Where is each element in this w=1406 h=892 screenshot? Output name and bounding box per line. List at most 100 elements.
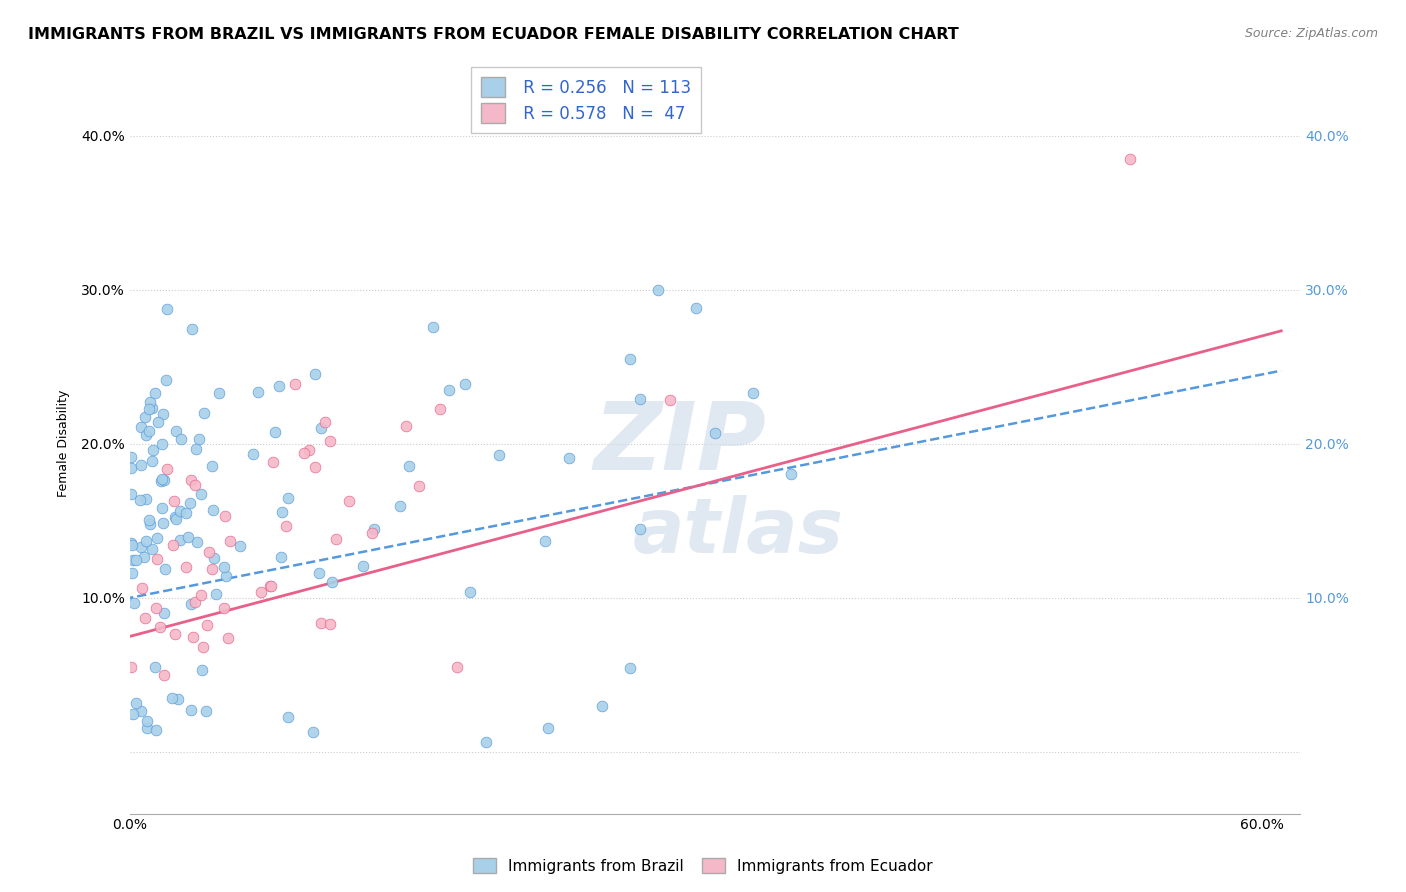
Point <box>120 461 142 475</box>
Point <box>309 420 332 434</box>
Point <box>134 409 156 424</box>
Point <box>246 384 269 399</box>
Point <box>337 494 360 508</box>
Point <box>304 368 326 382</box>
Point <box>131 704 153 718</box>
Point <box>174 559 197 574</box>
Point <box>208 385 231 400</box>
Point <box>180 703 202 717</box>
Point <box>129 493 152 508</box>
Point <box>162 538 184 552</box>
Point <box>284 376 307 391</box>
Point <box>169 533 191 548</box>
Point <box>191 664 214 678</box>
Point <box>193 406 215 420</box>
Point <box>647 283 669 297</box>
Point <box>150 436 173 450</box>
Point <box>304 459 326 474</box>
Point <box>389 499 412 513</box>
Point <box>458 584 481 599</box>
Point <box>153 606 176 620</box>
Point <box>779 467 801 481</box>
Point <box>308 566 330 580</box>
Point <box>179 496 201 510</box>
Point <box>180 473 202 487</box>
Point <box>363 522 385 536</box>
Point <box>129 540 152 554</box>
Point <box>201 503 224 517</box>
Point <box>120 535 142 549</box>
Point <box>125 552 148 566</box>
Point <box>141 401 163 416</box>
Point <box>191 640 214 655</box>
Point <box>169 504 191 518</box>
Point <box>319 617 342 632</box>
Point <box>180 597 202 611</box>
Point <box>125 696 148 710</box>
Point <box>184 595 207 609</box>
Point <box>120 450 142 464</box>
Point <box>190 487 212 501</box>
Point <box>591 699 613 714</box>
Point <box>186 535 208 549</box>
Point <box>446 659 468 673</box>
Point <box>488 449 510 463</box>
Point <box>204 587 226 601</box>
Point <box>277 710 299 724</box>
Point <box>319 434 342 448</box>
Point <box>250 585 273 599</box>
Point <box>263 425 285 439</box>
Point <box>619 660 641 674</box>
Point <box>214 560 236 574</box>
Point <box>165 626 187 640</box>
Point <box>537 721 560 735</box>
Point <box>153 668 176 682</box>
Point <box>141 454 163 468</box>
Point <box>198 545 221 559</box>
Point <box>138 401 160 416</box>
Point <box>229 539 252 553</box>
Point <box>132 549 155 564</box>
Point <box>534 533 557 548</box>
Point <box>219 534 242 549</box>
Point <box>628 392 651 406</box>
Point <box>145 600 167 615</box>
Point <box>267 378 290 392</box>
Point <box>361 526 384 541</box>
Point <box>120 660 142 674</box>
Point <box>200 458 222 473</box>
Point <box>184 442 207 457</box>
Point <box>160 691 183 706</box>
Point <box>214 601 236 615</box>
Point <box>215 569 238 583</box>
Point <box>142 443 165 458</box>
Point <box>149 619 172 633</box>
Point <box>124 596 146 610</box>
Point <box>314 415 336 429</box>
Point <box>153 561 176 575</box>
Point <box>704 425 727 440</box>
Point <box>143 660 166 674</box>
Point <box>174 506 197 520</box>
Point <box>141 541 163 556</box>
Point <box>181 631 204 645</box>
Text: IMMIGRANTS FROM BRAZIL VS IMMIGRANTS FROM ECUADOR FEMALE DISABILITY CORRELATION : IMMIGRANTS FROM BRAZIL VS IMMIGRANTS FRO… <box>28 27 959 42</box>
Point <box>628 522 651 536</box>
Point <box>136 714 159 728</box>
Point <box>131 458 153 473</box>
Point <box>202 551 225 566</box>
Point <box>153 473 176 487</box>
Point <box>120 486 142 500</box>
Point <box>395 418 418 433</box>
Point <box>557 451 579 466</box>
Point <box>121 538 143 552</box>
Point <box>121 553 143 567</box>
Point <box>152 407 174 421</box>
Point <box>271 505 294 519</box>
Point <box>152 516 174 531</box>
Point <box>298 442 321 457</box>
Text: Source: ZipAtlas.com: Source: ZipAtlas.com <box>1244 27 1378 40</box>
Text: atlas: atlas <box>633 495 844 569</box>
Point <box>321 574 343 589</box>
Point <box>259 579 281 593</box>
